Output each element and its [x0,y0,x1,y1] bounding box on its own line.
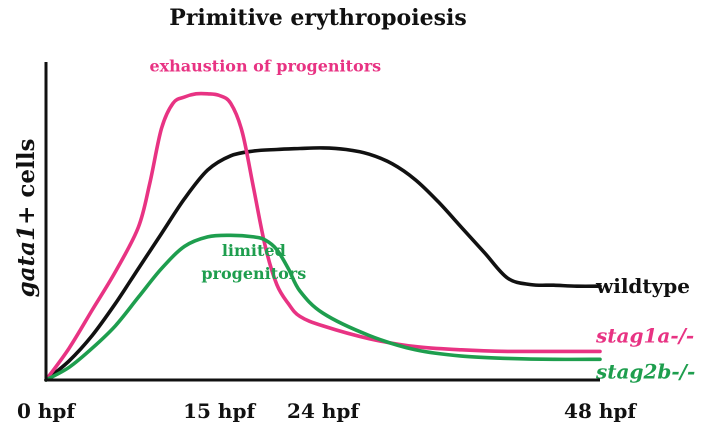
series-label: wildtype [595,274,690,298]
series-label: stag2b-/- [595,359,695,383]
x-tick-label: 15 hpf [183,399,256,423]
series-line-stag2b [44,233,602,382]
series-line-wildtype [44,146,602,382]
annotation: limited progenitors [201,241,306,283]
y-axis-label: gata1+ cells [13,139,40,298]
annotation-line: exhaustion of progenitors [149,57,381,76]
series-label: stag1a-/- [595,323,694,347]
curves [44,91,602,382]
x-tick-label: 0 hpf [17,399,76,423]
y-axis-label-rest: + cells [13,139,40,225]
x-tick-label: 24 hpf [287,399,360,423]
series-line-stag1a [44,91,602,382]
series-labels: wildtype stag1a-/- stag2b-/- [595,274,695,383]
axes [44,62,600,382]
x-tick-label: 48 hpf [564,399,637,423]
annotation-line: limited [222,241,286,260]
chart-title: Primitive erythropoiesis [169,5,466,31]
annotations: exhaustion of progenitors limited progenit… [149,57,381,284]
annotation-line: progenitors [201,264,306,283]
svg-text:gata1+ cells: gata1+ cells [13,139,40,298]
annotation: exhaustion of progenitors [149,57,381,76]
x-tick-labels: 0 hpf 15 hpf 24 hpf 48 hpf [17,399,637,423]
y-axis-label-italic: gata1 [13,225,40,298]
